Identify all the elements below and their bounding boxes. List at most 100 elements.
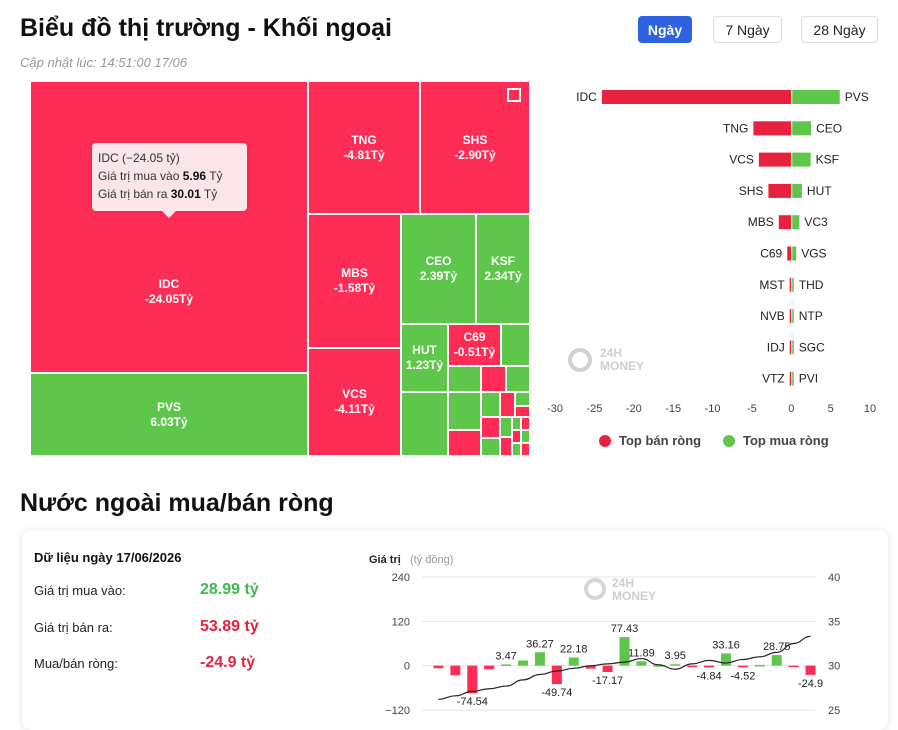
y-axis-unit: (tỷ đồng)	[410, 554, 453, 566]
treemap-tile-vcs[interactable]: VCS -4.11Tỷ	[308, 348, 401, 456]
tile-value: -0.51Tỷ	[453, 345, 496, 359]
treemap-tile-small[interactable]	[481, 392, 500, 417]
treemap-tile-c69[interactable]: C69 -0.51Tỷ	[448, 324, 501, 366]
index-line	[438, 635, 811, 700]
treemap-tile-shs[interactable]: SHS -2.90Tỷ	[420, 81, 530, 214]
treemap-tile-small[interactable]	[481, 417, 500, 438]
treemap-tile-small[interactable]	[481, 438, 500, 456]
treemap-tile-small[interactable]	[512, 417, 521, 430]
treemap-tile-pvs[interactable]: PVS 6.03Tỷ	[30, 373, 308, 456]
tile-code: C69	[463, 330, 486, 344]
treemap-tile-small[interactable]	[501, 324, 530, 366]
treemap-tile-small[interactable]	[515, 392, 530, 406]
treemap-tile-tng[interactable]: TNG -4.81Tỷ	[308, 81, 420, 214]
treemap-tile-small[interactable]	[515, 406, 530, 417]
bar-sell-label: C69	[760, 247, 782, 261]
bar-sell	[789, 340, 792, 355]
bar-sell	[789, 309, 792, 324]
history-bar-label: -4.84	[697, 670, 722, 682]
history-bar	[484, 665, 495, 670]
bar-buy	[792, 340, 794, 355]
left-tick-label: −120	[385, 705, 410, 717]
section-title: Nước ngoài mua/bán ròng	[20, 489, 334, 517]
history-bar	[602, 665, 613, 673]
treemap-tile-mbs[interactable]: MBS -1.58Tỷ	[308, 214, 401, 348]
treemap-tile-hut[interactable]: HUT 1.23Tỷ	[401, 324, 448, 392]
bar-sell	[768, 183, 792, 198]
x-tick-label: -30	[547, 403, 563, 415]
bar-sell-label: NVB	[760, 309, 785, 323]
right-tick-label: 300	[828, 661, 840, 673]
buy-value-label: Giá trị mua vào:	[34, 583, 126, 598]
x-tick-label: -25	[586, 403, 602, 415]
history-bar-label: 36.27	[526, 638, 554, 650]
treemap-tile-small[interactable]	[521, 430, 530, 443]
tile-code: IDC	[158, 277, 180, 291]
tile-value: 2.39Tỷ	[419, 269, 458, 283]
history-bar	[771, 655, 782, 666]
net-trade-history-chart: Giá trị (tỷ đồng)240 120 0 −120 400 350 300 250 2…	[369, 554, 840, 717]
x-tick-label: 5	[828, 403, 834, 415]
history-bar	[805, 665, 816, 675]
treemap-tile-idc[interactable]: IDC -24.05Tỷ	[30, 81, 308, 373]
period-7-days-button[interactable]: 7 Ngày	[713, 16, 782, 43]
treemap-tile-ceo[interactable]: CEO 2.39Tỷ	[401, 214, 476, 324]
bar-buy	[792, 371, 794, 386]
net-trade-card	[22, 530, 888, 730]
bar-sell-label: MST	[759, 278, 785, 292]
tile-value: 1.23Tỷ	[405, 358, 444, 372]
treemap-tile-small[interactable]	[401, 392, 448, 456]
x-tick-label: 10	[864, 403, 876, 415]
treemap-tile-small[interactable]	[448, 392, 481, 430]
treemap-tile-small[interactable]	[500, 417, 512, 437]
legend-sell[interactable]: Top bán ròng	[599, 433, 701, 448]
treemap-tile-ksf[interactable]: KSF 2.34Tỷ	[476, 214, 530, 324]
data-date: Dữ liệu ngày 17/06/2026	[34, 550, 182, 565]
top-net-trade-bar-chart: IDC PVS TNG CEO VCS KSF SHS HUT MBS VC3 C69 VGS MST T…	[547, 90, 876, 415]
period-28-days-button[interactable]: 28 Ngày	[801, 16, 878, 43]
bar-sell-label: IDC	[576, 90, 597, 104]
bar-buy-label: PVS	[845, 90, 869, 104]
bar-buy-label: VC3	[804, 215, 828, 229]
treemap-tile-small[interactable]	[500, 437, 512, 456]
history-bar	[501, 664, 512, 666]
legend-buy[interactable]: Top mua ròng	[723, 433, 829, 448]
history-bar	[704, 665, 715, 668]
treemap-tile-small[interactable]	[521, 443, 530, 456]
right-tick-label: 350	[828, 616, 840, 628]
treemap-tile-small[interactable]	[506, 366, 530, 392]
treemap-tile-small[interactable]	[500, 392, 515, 417]
tile-value: -1.58Tỷ	[333, 281, 376, 295]
period-day-button[interactable]: Ngày	[638, 16, 692, 43]
history-bar	[467, 665, 478, 694]
treemap-tile-small[interactable]	[512, 443, 521, 456]
bar-sell	[787, 246, 792, 261]
legend-sell-label: Top bán ròng	[619, 433, 702, 448]
tile-value: 2.34Tỷ	[484, 269, 522, 283]
x-tick-label: -15	[665, 403, 681, 415]
bar-buy-label: PVI	[799, 372, 818, 386]
foreign-trade-treemap: IDC -24.05Tỷ PVS 6.03Tỷ TNG -4.81Tỷ SHS …	[30, 81, 530, 456]
watermark-logo-icon	[568, 348, 592, 372]
bar-sell-label: VCS	[729, 153, 754, 167]
buy-value: 28.99 tỷ	[200, 581, 259, 598]
bar-buy-label: NTP	[799, 309, 823, 323]
bar-sell	[778, 215, 792, 230]
bar-buy	[792, 152, 811, 167]
history-bar	[653, 665, 664, 667]
treemap-tile-small[interactable]	[448, 366, 481, 392]
tile-value: -24.05Tỷ	[144, 292, 194, 306]
treemap-tile-small[interactable]	[521, 417, 530, 430]
treemap-tile-small[interactable]	[512, 430, 521, 443]
treemap-tile-small[interactable]	[448, 430, 481, 456]
treemap-tile-small[interactable]	[481, 366, 506, 392]
history-bar-label: -49.74	[541, 687, 572, 699]
tile-code: HUT	[412, 343, 437, 357]
tooltip-buy-row: Giá trị mua vào 5.96 Tỷ	[98, 169, 223, 183]
history-bar-label: 33.16	[712, 639, 740, 651]
history-bar-label: 77.43	[611, 623, 639, 635]
x-tick-label: -20	[626, 403, 642, 415]
history-bar	[754, 664, 765, 667]
fullscreen-icon[interactable]	[507, 88, 521, 102]
history-bar-label: 22.18	[560, 643, 588, 655]
